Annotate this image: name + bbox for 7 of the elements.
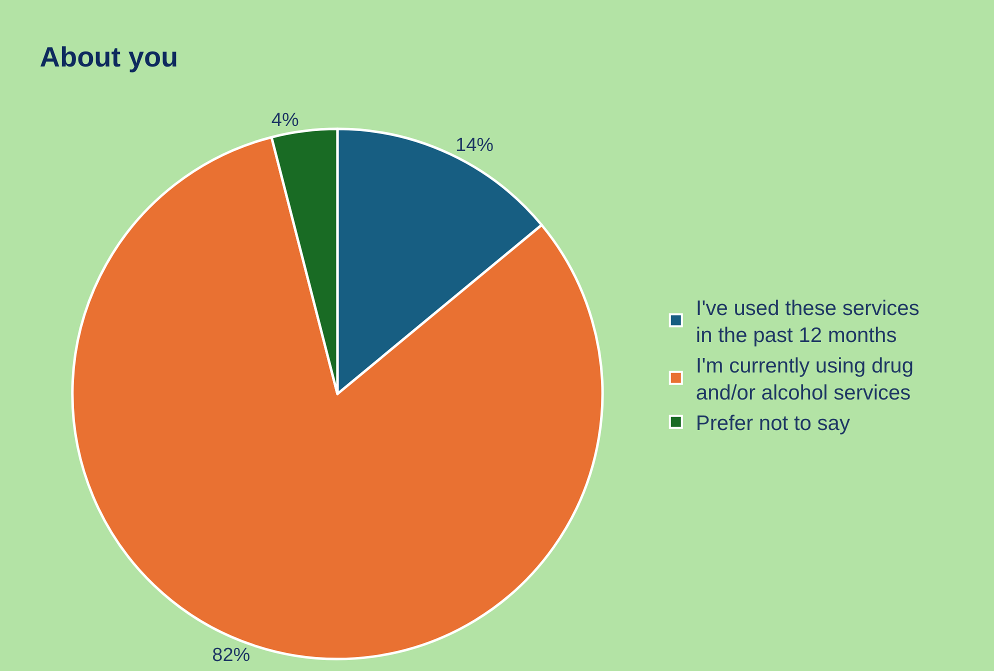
chart-title: About you (40, 42, 178, 73)
data-label: 14% (456, 135, 494, 156)
data-label: 4% (271, 110, 299, 132)
data-label: 82% (212, 645, 250, 666)
legend-label: Prefer not to say (696, 412, 850, 436)
legend-label: I'm currently using drug and/or alcohol services (696, 354, 914, 405)
legend-label: I've used these services in the past 12 months (696, 296, 920, 348)
